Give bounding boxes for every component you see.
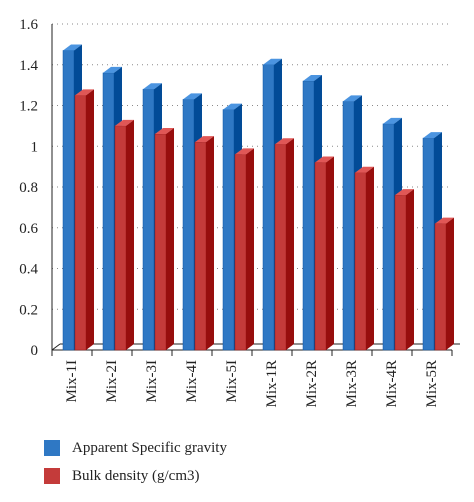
bar-apparent-specific-gravity-top-face bbox=[423, 132, 442, 139]
x-tick-label: Mix-3R bbox=[344, 360, 360, 408]
x-tick-label: Mix-4R bbox=[384, 360, 400, 408]
bar-bulk-density bbox=[274, 143, 287, 351]
bar-bulk-density bbox=[194, 141, 207, 351]
bar-apparent-specific-gravity-top-face bbox=[183, 93, 202, 100]
y-tick-label: 1.4 bbox=[19, 58, 38, 74]
bar-bulk-density-top-face bbox=[115, 119, 134, 126]
bar-bulk-density bbox=[234, 154, 247, 351]
bar-bulk-density-side-face bbox=[286, 138, 294, 350]
bar-bulk-density-side-face bbox=[126, 119, 134, 350]
y-tick-label: 1 bbox=[31, 139, 39, 155]
bar-bulk-density bbox=[114, 125, 127, 351]
y-tick-label: 1.6 bbox=[19, 17, 38, 33]
bar-chart: 0 0.2 0.4 0.6 0.8 1 1.2 1.4 1.6 Mix-1I Mix-2I Mix-3… bbox=[19, 17, 460, 408]
y-tick-label: 0 bbox=[31, 343, 39, 359]
bar-apparent-specific-gravity bbox=[222, 109, 235, 351]
y-tick-label: 1.2 bbox=[19, 99, 38, 115]
legend-item-apparent-specific-gravity: Apparent Specific gravity bbox=[44, 436, 464, 460]
bar-bulk-density-top-face bbox=[75, 89, 94, 96]
x-tick-label: Mix-4I bbox=[184, 360, 200, 403]
y-tick-label: 0.6 bbox=[19, 221, 38, 237]
bar-apparent-specific-gravity-top-face bbox=[223, 103, 242, 110]
bar-bulk-density-side-face bbox=[166, 128, 174, 350]
legend-label-bulk-density: Bulk density (g/cm3) bbox=[72, 467, 200, 484]
legend-label-apparent-specific-gravity: Apparent Specific gravity bbox=[72, 439, 227, 456]
bar-bulk-density-side-face bbox=[446, 217, 454, 350]
bar-bulk-density-top-face bbox=[315, 156, 334, 163]
bar-bulk-density-top-face bbox=[355, 166, 374, 173]
x-tick-label: Mix-2I bbox=[104, 360, 120, 403]
bar-apparent-specific-gravity bbox=[422, 137, 435, 351]
x-tick-label: Mix-1R bbox=[264, 360, 280, 408]
bar-apparent-specific-gravity-top-face bbox=[143, 83, 162, 90]
bar-bulk-density-side-face bbox=[206, 136, 214, 350]
y-tick-label: 0.2 bbox=[19, 302, 38, 318]
bar-bulk-density-side-face bbox=[406, 189, 414, 350]
bar-apparent-specific-gravity bbox=[302, 80, 315, 351]
y-tick-label: 0.8 bbox=[19, 180, 38, 196]
bar-bulk-density-side-face bbox=[246, 148, 254, 350]
bar-bulk-density-top-face bbox=[195, 136, 214, 143]
bar-bulk-density-top-face bbox=[155, 128, 174, 135]
bar-bulk-density-top-face bbox=[235, 148, 254, 155]
bar-bulk-density bbox=[314, 162, 327, 351]
x-tick-label: Mix-1I bbox=[64, 360, 80, 403]
bar-bulk-density-side-face bbox=[326, 156, 334, 350]
bar-apparent-specific-gravity-top-face bbox=[303, 75, 322, 82]
legend-item-bulk-density: Bulk density (g/cm3) bbox=[44, 464, 464, 488]
x-tick-label: Mix-3I bbox=[144, 360, 160, 403]
bar-bulk-density-side-face bbox=[86, 89, 94, 350]
bar-apparent-specific-gravity-top-face bbox=[263, 58, 282, 65]
x-tick-label: Mix-5I bbox=[224, 360, 240, 403]
bar-apparent-specific-gravity-top-face bbox=[383, 117, 402, 124]
bar-apparent-specific-gravity bbox=[62, 50, 75, 351]
axis-depth-line bbox=[51, 343, 61, 351]
legend: Apparent Specific gravity Bulk density (… bbox=[44, 436, 464, 492]
bar-bulk-density bbox=[434, 223, 447, 351]
bar-apparent-specific-gravity-top-face bbox=[63, 44, 82, 51]
x-tick-label: Mix-2R bbox=[304, 360, 320, 408]
x-tick-label: Mix-5R bbox=[424, 360, 440, 408]
bar-apparent-specific-gravity-top-face bbox=[343, 95, 362, 102]
bar-bulk-density bbox=[394, 194, 407, 351]
bar-bulk-density bbox=[74, 95, 87, 351]
bar-apparent-specific-gravity bbox=[342, 101, 355, 351]
bar-apparent-specific-gravity bbox=[142, 88, 155, 351]
bar-bulk-density-top-face bbox=[435, 217, 454, 224]
bar-bulk-density-side-face bbox=[366, 166, 374, 350]
bar-bulk-density-top-face bbox=[275, 138, 294, 145]
bar-apparent-specific-gravity bbox=[382, 123, 395, 351]
legend-swatch-red bbox=[44, 468, 60, 484]
bar-bulk-density bbox=[154, 133, 167, 351]
bar-bulk-density bbox=[354, 172, 367, 351]
bar-apparent-specific-gravity-top-face bbox=[103, 66, 122, 73]
bar-apparent-specific-gravity bbox=[102, 72, 115, 351]
bar-apparent-specific-gravity bbox=[182, 99, 195, 351]
bar-apparent-specific-gravity bbox=[262, 64, 275, 351]
legend-swatch-blue bbox=[44, 440, 60, 456]
bar-bulk-density-top-face bbox=[395, 189, 414, 196]
y-tick-label: 0.4 bbox=[19, 262, 38, 278]
